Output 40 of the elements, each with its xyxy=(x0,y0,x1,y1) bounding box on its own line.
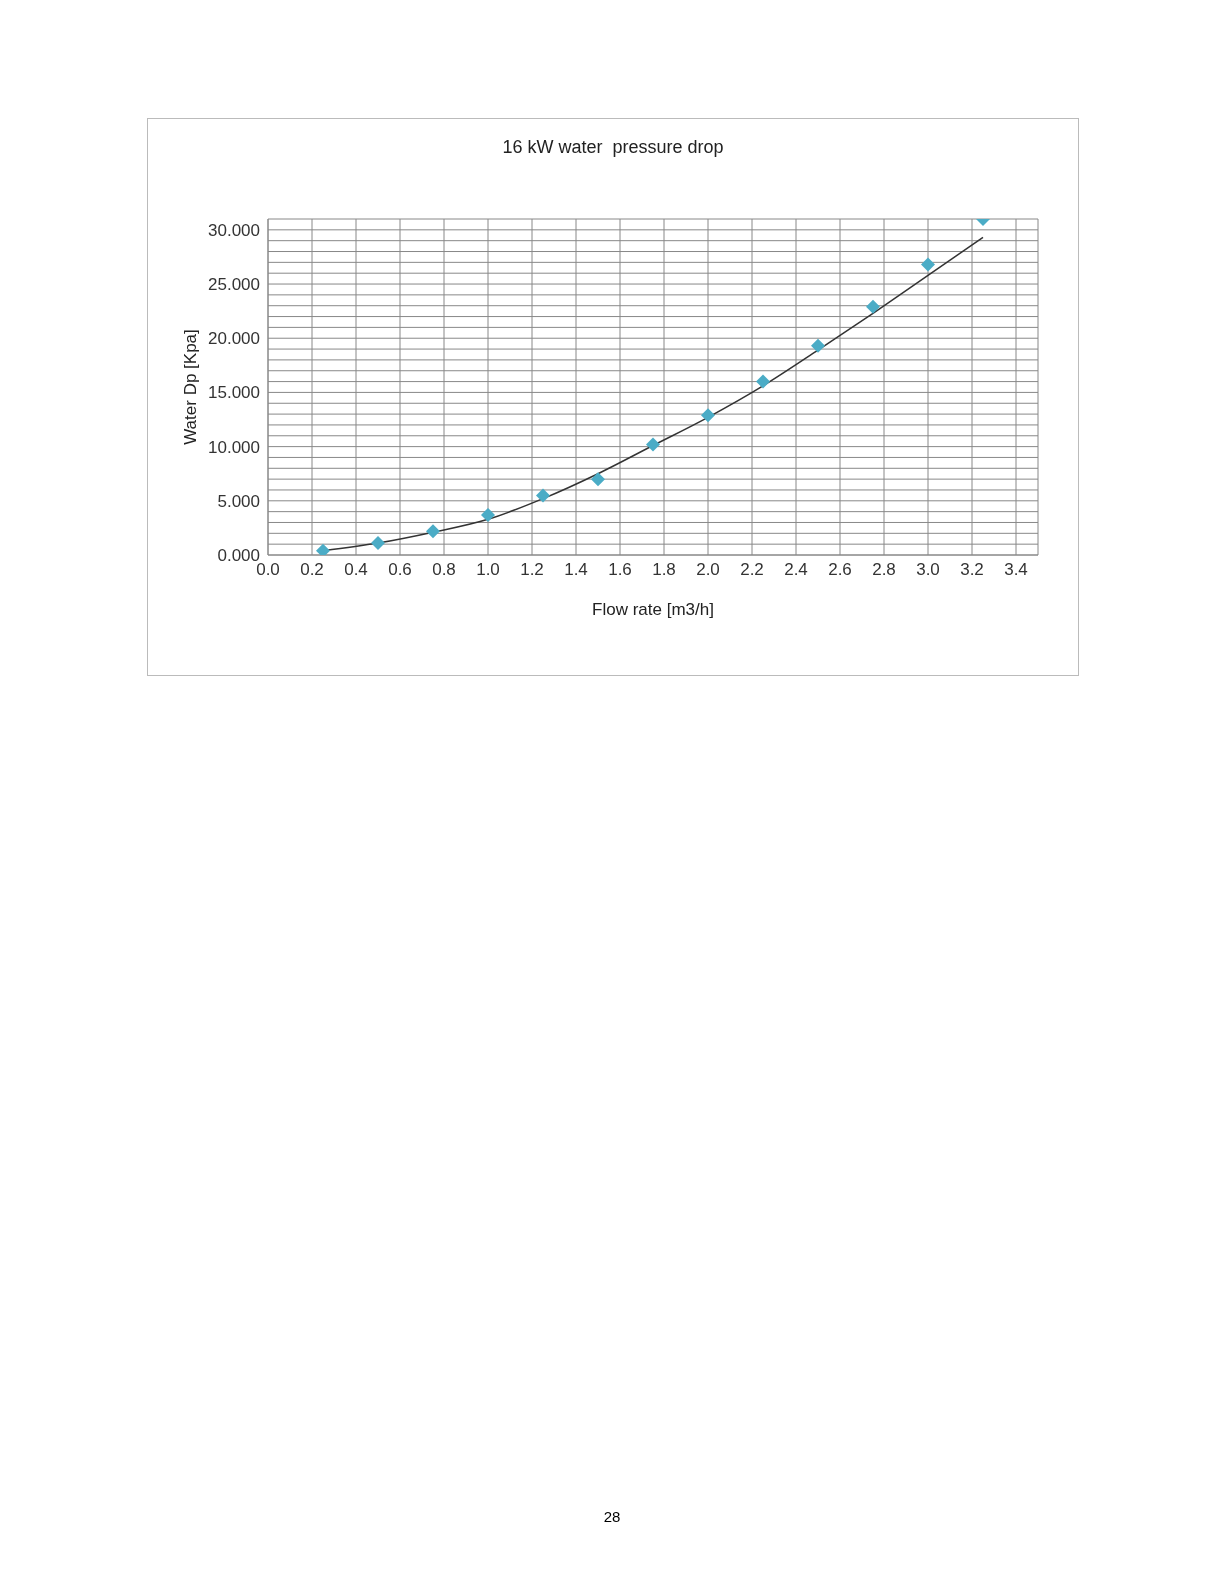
point xyxy=(426,524,440,539)
x-tick-label: 1.4 xyxy=(564,560,588,580)
point xyxy=(536,488,550,503)
y-tick-label: 30.000 xyxy=(208,220,260,240)
x-tick-label: 0.8 xyxy=(432,560,456,580)
y-tick-label: 10.000 xyxy=(208,437,260,457)
x-tick-label: 3.4 xyxy=(1004,560,1028,580)
chart-title: 16 kW water pressure drop xyxy=(501,137,725,158)
point xyxy=(646,437,660,452)
text: 28 xyxy=(602,1508,622,1525)
x-tick-label: 1.0 xyxy=(476,560,500,580)
y-tick-label: 15.000 xyxy=(208,383,260,403)
x-tick-label: 3.0 xyxy=(916,560,940,580)
x-tick-label: 2.0 xyxy=(696,560,720,580)
x-tick-label: 2.8 xyxy=(872,560,896,580)
y-tick-label: 20.000 xyxy=(208,329,260,349)
point xyxy=(371,536,385,551)
point xyxy=(866,299,880,314)
x-tick-label: 0.0 xyxy=(256,560,280,580)
x-tick-label: 0.2 xyxy=(300,560,324,580)
x-tick-label: 1.2 xyxy=(520,560,544,580)
x-tick-label: 2.6 xyxy=(828,560,852,580)
x-tick-label: 3.2 xyxy=(960,560,984,580)
x-tick-label: 1.6 xyxy=(608,560,632,580)
x-tick-label: 2.2 xyxy=(740,560,764,580)
x-tick-label: 1.8 xyxy=(652,560,676,580)
x-axis-title: Flow rate [m3/h] xyxy=(592,600,714,619)
point xyxy=(811,338,825,353)
y-tick-label: 5.000 xyxy=(217,491,260,511)
point xyxy=(701,408,715,423)
x-tick-label: 0.4 xyxy=(344,560,368,580)
x-tick-label: 2.4 xyxy=(784,560,808,580)
x-tick-label: 0.6 xyxy=(388,560,412,580)
point xyxy=(591,472,605,487)
point xyxy=(756,374,770,389)
point xyxy=(481,507,495,522)
point xyxy=(921,257,935,272)
point xyxy=(316,543,330,555)
y-axis-title: Water Dp [Kpa] xyxy=(181,329,201,445)
y-tick-label: 25.000 xyxy=(208,275,260,295)
